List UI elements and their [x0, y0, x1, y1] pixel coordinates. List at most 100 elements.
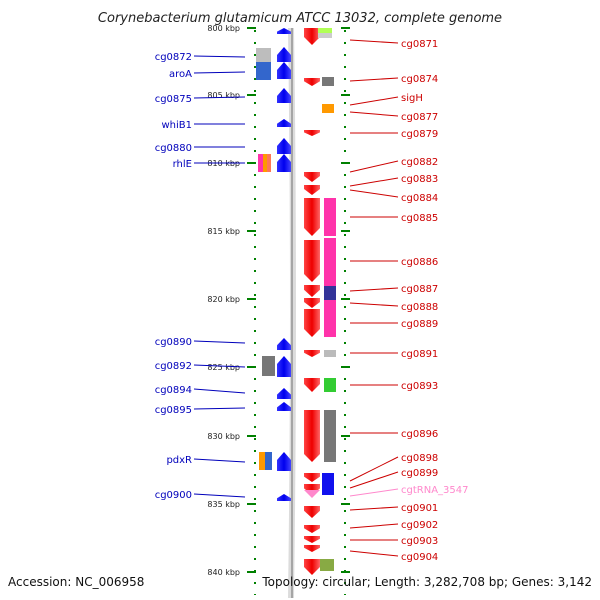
gene-label-right: cg0874	[401, 74, 438, 85]
cog-class-box	[320, 559, 334, 571]
gene-label-right: cg0902	[401, 520, 438, 531]
gene-label-right: cg0885	[401, 213, 438, 224]
gene-label-right: cg0877	[401, 112, 438, 123]
gene-label-leader	[349, 39, 399, 44]
gene-label-right: cg0884	[401, 193, 438, 204]
trna-label: cgtRNA_3547	[401, 485, 469, 496]
gene-label-right: cg0883	[401, 174, 438, 185]
forward-gene-arrow	[277, 452, 291, 471]
gene-label-leader	[349, 471, 399, 489]
reverse-gene-arrow	[304, 285, 320, 297]
gene-label-leader	[349, 189, 399, 198]
scale-tick-label: 825 kbp	[207, 363, 240, 372]
gene-label-left: cg0875	[155, 94, 192, 105]
gene-label-right: cg0899	[401, 468, 438, 479]
gene-label-left: cg0892	[155, 361, 192, 372]
gene-label-leader	[349, 177, 399, 187]
cog-class-box	[322, 104, 334, 113]
reverse-gene-arrow	[304, 309, 320, 337]
forward-gene-arrow	[277, 119, 291, 127]
reverse-gene-arrow	[304, 198, 320, 236]
gene-label-leader	[349, 160, 399, 173]
gene-label-right: cg0886	[401, 257, 438, 268]
scale-tick-label: 805 kbp	[207, 91, 240, 100]
reverse-gene-arrow	[304, 559, 320, 575]
gene-label-right: cg0901	[401, 503, 438, 514]
gene-label-right: cg0904	[401, 552, 438, 563]
genome-backbone	[288, 27, 296, 599]
gene-label-leader	[193, 388, 246, 394]
scale-tick-label: 800 kbp	[207, 24, 240, 33]
gene-label-leader	[349, 506, 399, 511]
forward-gene-arrow	[277, 62, 291, 79]
gene-label-right: cg0879	[401, 129, 438, 140]
cog-class-box	[324, 286, 336, 300]
forward-gene-arrow	[277, 88, 291, 103]
gene-label-right: cg0893	[401, 381, 438, 392]
reverse-gene-arrow	[304, 78, 320, 86]
scale-tick-label: 835 kbp	[207, 500, 240, 509]
cog-class-box	[324, 410, 336, 462]
gene-label-leader	[193, 96, 246, 99]
reverse-gene-arrow	[304, 378, 320, 392]
gene-label-left: cg0900	[155, 490, 192, 501]
cog-class-box	[324, 300, 336, 337]
right-gene-labels: cg0871 cg0874 sigH cg0877 cg0879 cg0882 cg0883…	[349, 39, 469, 563]
reverse-gene-arrow	[304, 172, 320, 182]
reverse-gene-arrow	[304, 545, 320, 552]
cog-class-box	[262, 356, 275, 376]
cog-class-box	[318, 33, 332, 38]
reverse-gene-arrow	[304, 525, 320, 533]
scale-tick-label: 830 kbp	[207, 432, 240, 441]
forward-gene-arrow	[277, 28, 291, 34]
gene-label-leader	[349, 488, 399, 497]
gene-label-leader	[349, 111, 399, 117]
gene-label-leader	[349, 96, 399, 106]
cog-class-box	[324, 350, 336, 357]
cog-class-box	[258, 154, 263, 172]
gene-label-left: pdxR	[166, 455, 192, 466]
gene-label-left: cg0895	[155, 405, 192, 416]
cog-class-box	[322, 77, 334, 86]
gene-label-left: cg0880	[155, 143, 192, 154]
reverse-gene-arrow	[304, 185, 320, 195]
cog-class-box	[265, 452, 272, 470]
gene-label-leader	[193, 364, 246, 368]
reverse-gene-arrow	[304, 473, 320, 482]
gene-label-right: cg0903	[401, 536, 438, 547]
reverse-gene-arrow	[304, 130, 320, 136]
gene-label-leader	[349, 302, 399, 307]
gene-label-leader	[193, 340, 246, 344]
cog-class-box	[324, 198, 336, 236]
forward-gene-arrow	[277, 494, 291, 501]
cog-class-box	[259, 452, 265, 470]
gene-label-right: sigH	[401, 93, 423, 104]
gene-label-left: rhlE	[173, 159, 192, 170]
gene-label-leader	[193, 407, 246, 410]
reverse-gene-arrow	[304, 350, 320, 357]
gene-label-right: cg0871	[401, 39, 438, 50]
reverse-gene-arrow	[304, 298, 320, 308]
cog-class-box	[324, 378, 336, 392]
scale-tick-label: 840 kbp	[207, 568, 240, 577]
cog-class-box	[256, 62, 271, 80]
scale-tick-label: 820 kbp	[207, 295, 240, 304]
gene-features	[256, 28, 336, 575]
cog-class-box	[322, 473, 334, 495]
trna-feature	[304, 490, 320, 498]
forward-gene-arrow	[277, 138, 291, 154]
gene-label-leader	[193, 55, 246, 58]
gene-label-leader	[349, 550, 399, 557]
gene-label-leader	[193, 493, 246, 498]
cog-class-box	[324, 238, 336, 286]
gene-label-left: cg0890	[155, 337, 192, 348]
gene-label-right: cg0896	[401, 429, 438, 440]
reverse-gene-arrow	[304, 240, 320, 282]
gene-label-leader	[349, 523, 399, 529]
gene-label-left: aroA	[169, 69, 192, 80]
gene-label-leader	[349, 287, 399, 292]
gene-label-right: cg0888	[401, 302, 438, 313]
cog-class-box	[267, 154, 271, 172]
reverse-gene-arrow	[304, 484, 320, 495]
